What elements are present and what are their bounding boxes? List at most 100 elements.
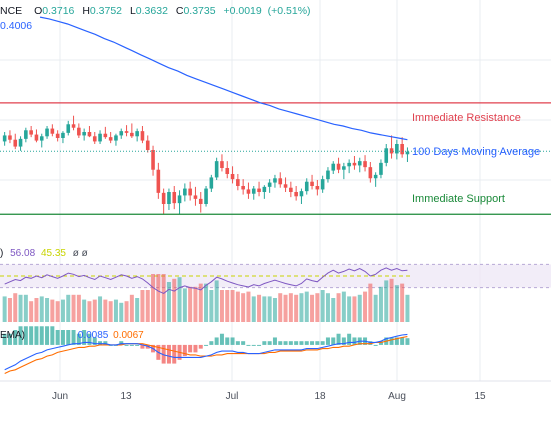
- macd-histogram-bar: [394, 337, 399, 345]
- candle-body: [183, 188, 187, 196]
- volume-bar: [7, 298, 12, 322]
- volume-bar: [23, 294, 28, 322]
- macd-histogram-bar: [18, 326, 23, 345]
- macd-histogram-bar: [188, 344, 193, 353]
- candle-body: [384, 148, 389, 163]
- volume-bar: [108, 301, 113, 322]
- candle-body: [114, 135, 118, 141]
- volume-bar: [363, 291, 368, 322]
- candle-body: [389, 148, 394, 154]
- macd-histogram-bar: [400, 337, 405, 345]
- candle-body: [315, 186, 320, 190]
- sma-legend-value: 0.4006: [0, 20, 32, 32]
- candle-body: [108, 137, 113, 141]
- candle-body: [177, 195, 182, 204]
- volume-bar: [262, 296, 267, 322]
- volume-bar: [82, 299, 87, 322]
- candle-body: [283, 184, 288, 188]
- candle-body: [167, 192, 171, 204]
- candle-body: [230, 174, 235, 180]
- volume-bar: [389, 278, 394, 322]
- macd-histogram-bar: [294, 341, 299, 345]
- volume-bar: [151, 274, 156, 322]
- candle-body: [267, 182, 272, 187]
- candle-body: [368, 167, 373, 179]
- volume-bar: [39, 296, 44, 322]
- candle-body: [214, 161, 219, 178]
- macd-histogram-bar: [140, 344, 145, 349]
- macd-histogram-bar: [219, 333, 224, 345]
- sma-label: 100 Days Moving Average: [412, 146, 540, 158]
- macd-histogram-bar: [193, 344, 198, 353]
- candle-body: [50, 128, 55, 134]
- candle-body: [246, 189, 251, 194]
- volume-bar: [299, 293, 304, 322]
- candles[interactable]: [2, 115, 410, 215]
- rsi-panel: [4, 267, 408, 294]
- volume-bar: [214, 280, 219, 322]
- candle-body: [241, 186, 245, 190]
- volume-bar: [124, 301, 129, 322]
- volume-bar: [66, 294, 71, 322]
- candle-body: [66, 124, 71, 133]
- candle-body: [98, 133, 102, 142]
- candle-body: [236, 179, 240, 186]
- macd-panel: [2, 326, 410, 374]
- candle-body: [39, 136, 44, 141]
- grid-lines: [0, 0, 551, 381]
- candle-body: [151, 150, 155, 170]
- macd-histogram-bar: [267, 341, 272, 345]
- macd-histogram-bar: [241, 341, 246, 345]
- sma-100-path: [39, 16, 408, 141]
- volume-bar: [288, 293, 293, 322]
- macd-histogram-bar: [92, 337, 97, 345]
- volume-bar: [341, 291, 346, 322]
- macd-histogram-bar: [209, 341, 214, 345]
- candle-body: [188, 188, 192, 196]
- candle-body: [373, 174, 378, 179]
- x-axis-tick-label: 18: [314, 391, 326, 402]
- candle-body: [294, 192, 298, 197]
- volume-bar: [45, 298, 50, 322]
- rsi-legend: ) 56.08 45.35 ø ø: [0, 248, 88, 259]
- volume-bar: [2, 296, 7, 322]
- candle-body: [24, 130, 28, 139]
- macd-signal-line: [4, 336, 408, 374]
- volume-bar: [156, 274, 161, 322]
- volume-bar: [87, 301, 92, 322]
- volume-bar: [357, 294, 362, 322]
- volume-bar: [193, 286, 198, 322]
- volume-bar: [230, 290, 235, 322]
- volume-bar: [113, 299, 118, 322]
- volume-bar: [373, 294, 378, 322]
- macd-histogram-bar: [368, 341, 373, 345]
- macd-histogram-bar: [29, 326, 34, 345]
- volume-bar: [177, 277, 182, 322]
- candle-body: [347, 162, 351, 167]
- macd-legend: EMA) 0.0085 0.0067: [0, 330, 144, 341]
- volume-bar: [92, 299, 97, 322]
- volume-bar: [98, 296, 103, 322]
- rsi-line: [4, 267, 408, 294]
- volume-bar: [347, 296, 352, 322]
- volume-bar: [50, 299, 55, 322]
- macd-histogram-bar: [71, 330, 76, 345]
- candle-body: [220, 161, 224, 168]
- macd-histogram-bar: [135, 344, 140, 346]
- candle-body: [198, 198, 203, 204]
- volume-bars: [2, 274, 410, 322]
- macd-histogram-bar: [325, 337, 330, 345]
- volume-bar: [378, 286, 383, 322]
- macd-histogram-bar: [87, 333, 92, 345]
- macd-histogram-bar: [246, 344, 251, 346]
- candle-body: [2, 135, 7, 142]
- volume-bar: [13, 293, 18, 322]
- volume-bar: [235, 291, 240, 322]
- candle-body: [289, 187, 293, 192]
- macd-histogram-bar: [182, 344, 187, 357]
- candle-body: [209, 177, 214, 189]
- volume-bar: [135, 298, 140, 322]
- volume-bar: [331, 298, 336, 322]
- candle-body: [45, 128, 49, 137]
